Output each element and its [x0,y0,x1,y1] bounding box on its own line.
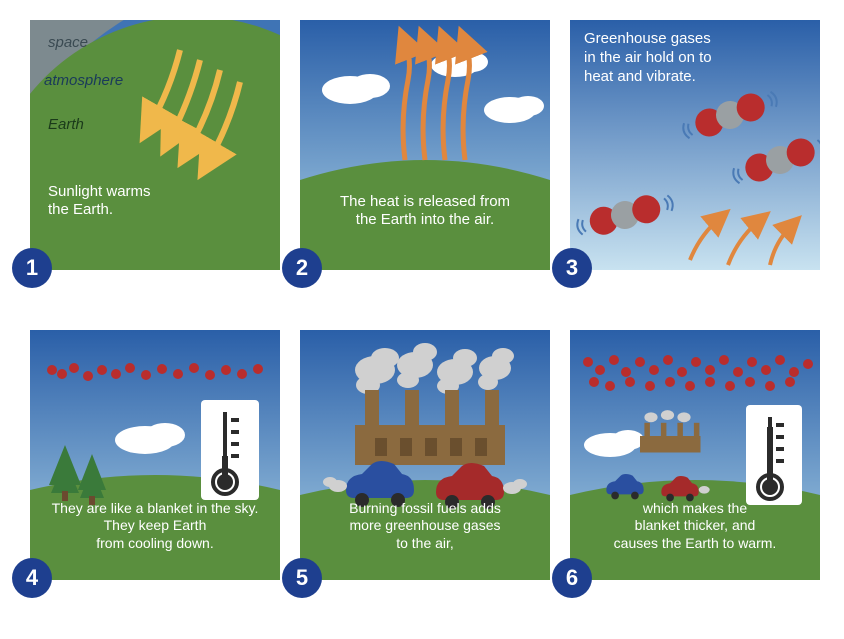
badge-2-num: 2 [296,255,308,281]
badge-1-num: 1 [26,255,38,281]
panel-1: space atmosphere Earth Sunlight warms th… [30,20,280,270]
panel-2-badge: 2 [282,248,322,288]
panel-2: The heat is released from the Earth into… [300,20,550,270]
badge-4-num: 4 [26,565,38,591]
panel-2-svg [300,20,550,270]
panel-4: They are like a blanket in the sky. They… [30,330,280,580]
panel-1-svg [30,20,280,270]
infographic-grid: space atmosphere Earth Sunlight warms th… [0,0,844,580]
thermometer-icon [746,405,802,505]
panel-5: Burning fossil fuels adds more greenhous… [300,330,550,580]
panel-1-caption: Sunlight warms the Earth. [30,183,280,221]
label-atmosphere: atmosphere [44,72,123,89]
panel-6-caption: which makes the blanket thicker, and cau… [570,500,820,553]
thermometer-icon [201,400,259,500]
panel-4-badge: 4 [12,558,52,598]
badge-3-num: 3 [566,255,578,281]
panel-1-badge: 1 [12,248,52,288]
badge-5-num: 5 [296,565,308,591]
panel-3-caption: Greenhouse gases in the air hold on to h… [570,30,820,86]
panel-3-badge: 3 [552,248,592,288]
panel-6-badge: 6 [552,558,592,598]
panel-4-caption: They are like a blanket in the sky. They… [30,500,280,553]
panel-2-caption: The heat is released from the Earth into… [300,193,550,231]
label-earth: Earth [48,116,84,133]
panel-6: which makes the blanket thicker, and cau… [570,330,820,580]
badge-6-num: 6 [566,565,578,591]
label-space: space [48,34,88,51]
panel-3: Greenhouse gases in the air hold on to h… [570,20,820,270]
panel-5-badge: 5 [282,558,322,598]
panel-5-caption: Burning fossil fuels adds more greenhous… [300,500,550,553]
